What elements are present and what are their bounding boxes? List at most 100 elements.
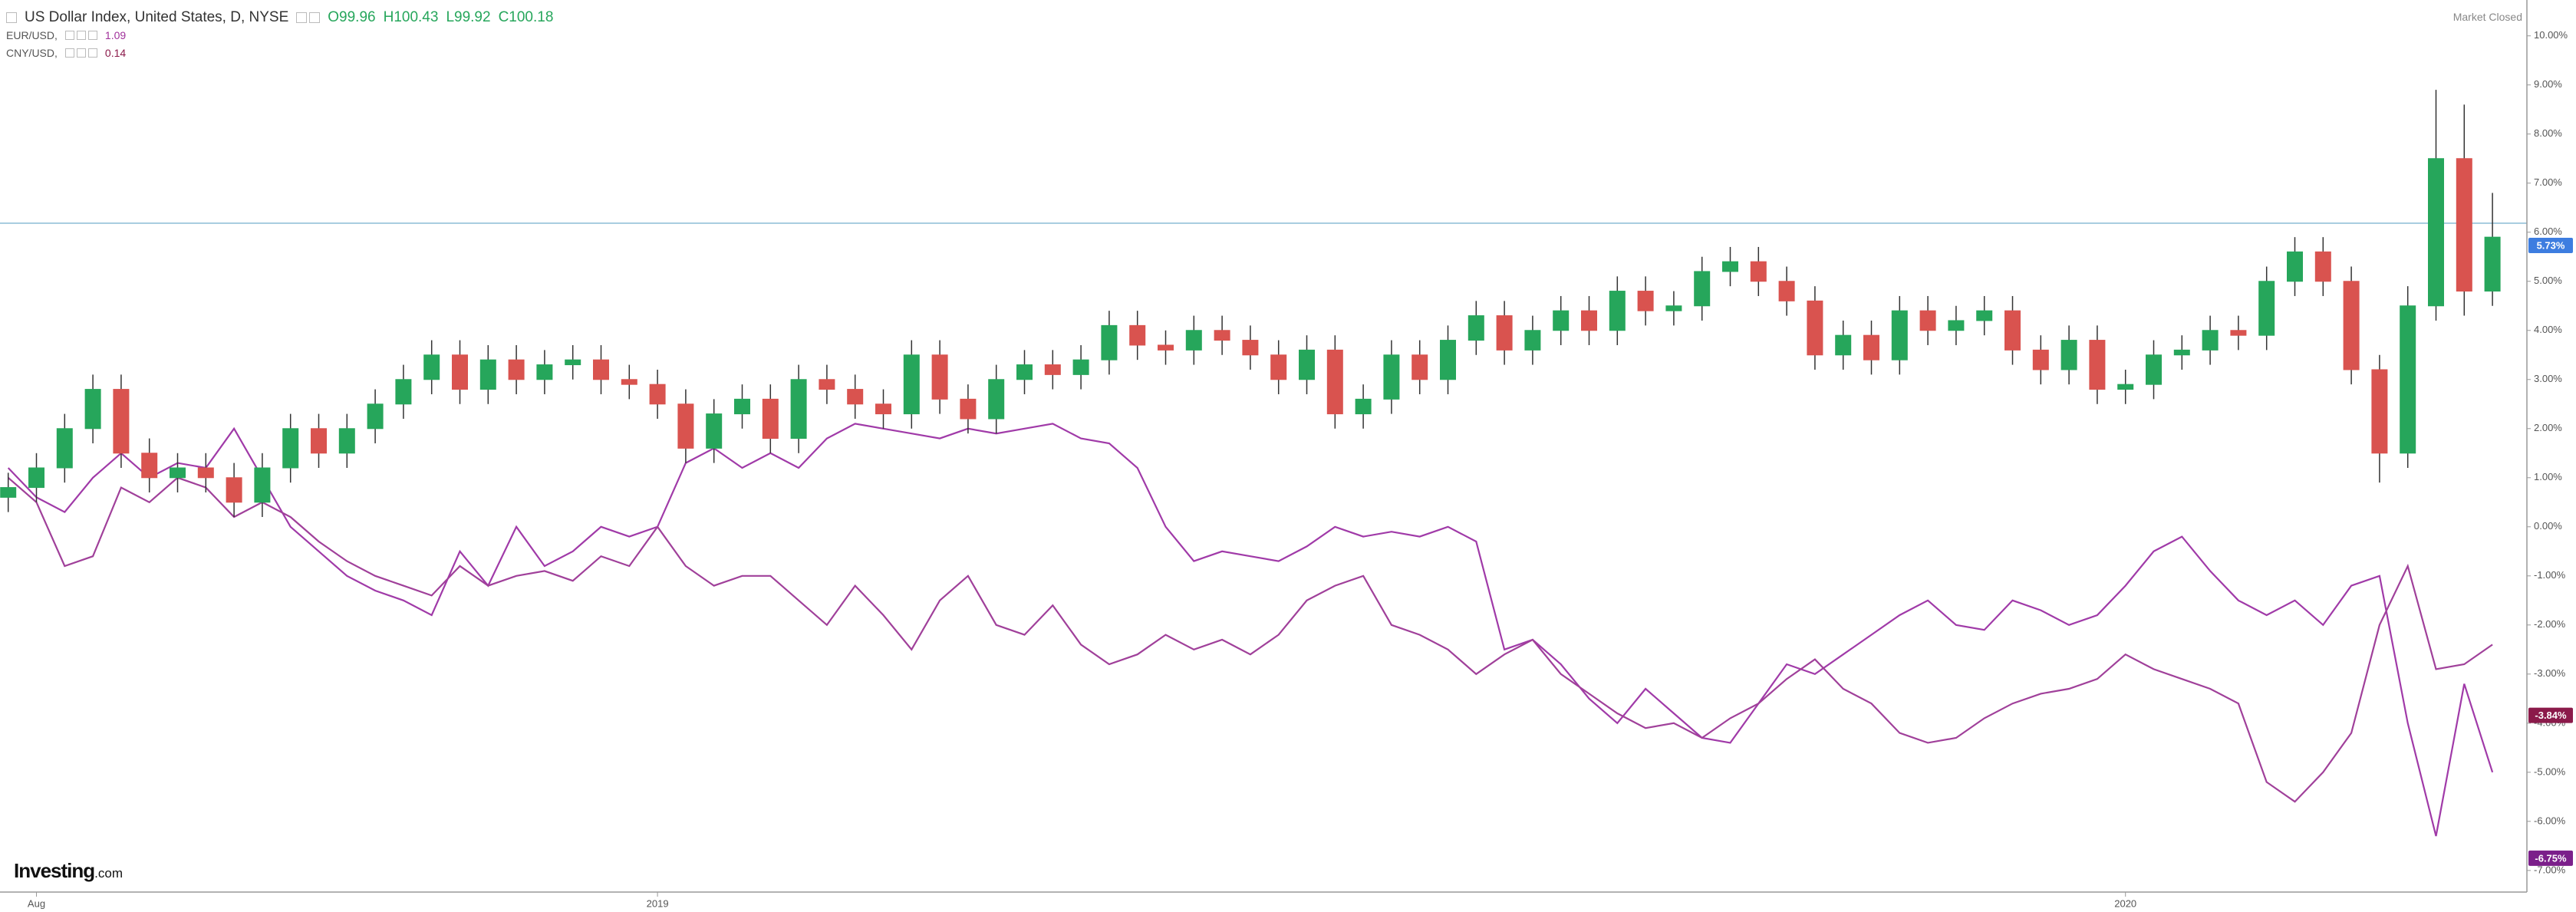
brand-name: Investing [14, 859, 95, 882]
candle-body [1891, 310, 1908, 361]
candle-body [226, 477, 242, 503]
candle-body [2484, 236, 2501, 292]
y-tick-label: 7.00% [2534, 176, 2562, 188]
y-tick-label: -7.00% [2534, 864, 2566, 875]
main-legend: US Dollar Index, United States, D, NYSE … [6, 9, 553, 26]
candle-body [1637, 291, 1654, 311]
series-line [7, 423, 2494, 837]
ohlc-value: H100.43 [383, 9, 439, 25]
x-tick-label: 2019 [647, 897, 669, 909]
candle-body [2089, 340, 2106, 390]
candle-body [1129, 324, 1146, 346]
candle-body [706, 413, 723, 449]
y-tick-label: 10.00% [2534, 29, 2568, 41]
candle-body [0, 487, 17, 498]
y-tick-label: 0.00% [2534, 520, 2562, 532]
candle-body [819, 379, 835, 390]
candle-body [1807, 300, 1823, 356]
legend-icons [296, 12, 321, 23]
candle-body [677, 403, 694, 449]
legend-icons [64, 48, 97, 58]
series-name: EUR/USD, [6, 29, 58, 41]
candle-body [2032, 349, 2049, 370]
y-tick-label: 6.00% [2534, 226, 2562, 237]
candle-body [1553, 310, 1570, 331]
candle-body [875, 403, 891, 415]
candle-body [452, 354, 468, 390]
candle-body [2287, 251, 2303, 282]
candle-body [1581, 310, 1597, 331]
candle-body [847, 389, 864, 405]
y-tick-label: 8.00% [2534, 127, 2562, 139]
candle-body [1524, 330, 1541, 351]
collapse-icon[interactable] [6, 12, 17, 23]
candle-body [2314, 251, 2331, 282]
candle-body [479, 359, 496, 390]
candle-body [367, 403, 384, 430]
candle-body [1383, 354, 1400, 400]
value-badge-label: -3.84% [2535, 710, 2567, 721]
candle-body [338, 428, 355, 454]
legend-icon [76, 48, 86, 58]
chart-title: US Dollar Index, United States, D, NYSE [25, 9, 289, 25]
y-tick-label: -5.00% [2534, 765, 2566, 777]
candle-body [56, 428, 73, 469]
legend-icon [87, 48, 97, 58]
candle-body [2456, 158, 2472, 292]
y-tick-label: 1.00% [2534, 471, 2562, 482]
candle-body [1665, 305, 1682, 311]
candle-body [1694, 271, 1711, 307]
series-value: 0.14 [104, 47, 127, 59]
candle-body [1440, 340, 1456, 380]
candle-body [2173, 349, 2190, 356]
candle-body [395, 379, 412, 405]
y-tick-label: 9.00% [2534, 78, 2562, 90]
value-badge-label: 5.73% [2537, 239, 2565, 251]
candle-body [762, 398, 779, 440]
y-tick-label: -3.00% [2534, 667, 2566, 679]
y-tick-label: 5.00% [2534, 275, 2562, 286]
brand-suffix: .com [94, 866, 123, 881]
series-name: CNY/USD, [6, 47, 58, 59]
candle-body [1976, 310, 1993, 321]
y-tick-label: 2.00% [2534, 422, 2562, 433]
candle-body [1778, 281, 1795, 301]
value-badge [2528, 707, 2573, 723]
candle-body [254, 467, 271, 503]
candle-body [2004, 310, 2021, 351]
candle-body [734, 398, 750, 415]
y-tick-label: -6.00% [2534, 815, 2566, 826]
candle-body [2371, 369, 2388, 454]
candle-body [1412, 354, 1428, 380]
candle-body [1919, 310, 1936, 331]
candle-body [170, 467, 186, 479]
brand-logo: Investing.com [14, 859, 123, 883]
candle-body [2230, 330, 2247, 336]
legend-icon [87, 31, 97, 40]
candle-body [2060, 340, 2077, 370]
candle-body [1299, 349, 1315, 380]
candle-body [536, 364, 553, 380]
candle-body [113, 389, 130, 454]
candle-body [2258, 281, 2275, 336]
candle-body [197, 467, 214, 479]
candle-body [931, 354, 948, 400]
candle-body [593, 359, 609, 380]
candle-body [1722, 261, 1738, 272]
candle-body [1101, 324, 1118, 361]
ohlc-value: L99.92 [446, 9, 491, 25]
value-badge-label: -6.75% [2535, 852, 2567, 864]
candle-body [649, 384, 666, 405]
candle-body [508, 359, 525, 380]
legend-icon [76, 31, 86, 40]
candle-body [1468, 315, 1484, 341]
market-status: Market Closed [2452, 11, 2522, 23]
candle-body [1044, 364, 1061, 375]
y-tick-label: 4.00% [2534, 324, 2562, 335]
candle-body [1326, 349, 1343, 415]
candle-body [28, 467, 44, 489]
candle-body [621, 379, 637, 385]
candle-body [1016, 364, 1033, 380]
candle-body [84, 389, 101, 430]
